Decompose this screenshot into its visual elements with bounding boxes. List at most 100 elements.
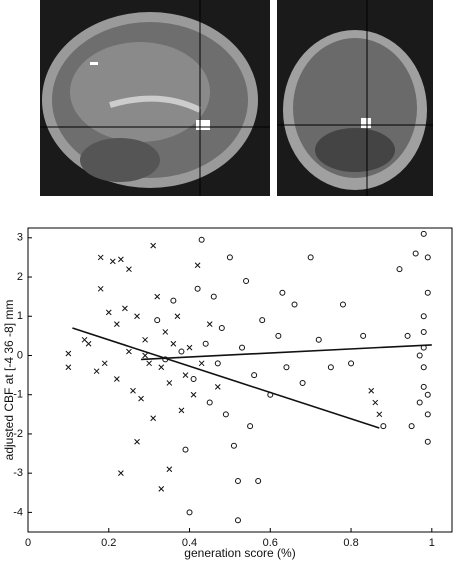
cross-point [190, 391, 197, 398]
circle-point [234, 517, 241, 524]
fit-line [72, 327, 380, 429]
cross-point [105, 309, 112, 316]
cross-point [170, 340, 177, 347]
plot-frame [27, 227, 453, 533]
fit-line [141, 344, 432, 361]
circle-point [182, 446, 189, 453]
cross-point [214, 384, 221, 390]
circle-point [218, 325, 225, 332]
circle-point [259, 317, 266, 324]
circle-point [315, 336, 322, 343]
circle-point [202, 340, 209, 347]
circle-point [214, 360, 221, 367]
cross-point [158, 364, 165, 371]
y-tick-label: -1 [13, 389, 23, 401]
circle-point [299, 379, 306, 386]
cross-point [142, 352, 148, 359]
cross-point [118, 256, 124, 263]
coronal-mri [277, 0, 433, 196]
x-tick-label: 0.6 [263, 537, 278, 549]
cross-point [126, 348, 132, 355]
circle-point [243, 277, 250, 284]
cross-point [65, 350, 72, 357]
circle-point [291, 301, 298, 308]
cross-point [174, 313, 181, 320]
cross-point [162, 329, 169, 335]
cross-point [118, 470, 124, 477]
cross-point [150, 415, 157, 422]
circle-point [239, 344, 246, 351]
circle-point [327, 364, 334, 371]
cross-point [194, 262, 201, 269]
cross-point [372, 399, 379, 406]
cross-point [182, 372, 189, 378]
cross-point [85, 340, 92, 347]
circle-point [226, 254, 233, 261]
circle-point [420, 364, 427, 371]
y-tick-label: 3 [17, 232, 23, 244]
cross-point [126, 266, 132, 273]
circle-point [255, 478, 262, 485]
circle-point [424, 289, 431, 296]
cross-point [166, 380, 173, 386]
cross-point [97, 254, 104, 261]
cross-point [113, 321, 120, 327]
cross-point [186, 344, 193, 351]
circle-point [210, 293, 217, 300]
x-tick-label: 0 [25, 537, 31, 549]
circle-point [198, 236, 205, 243]
circle-point [360, 332, 367, 339]
y-tick-label: 1 [17, 310, 23, 322]
circle-point [170, 297, 177, 304]
cross-point [142, 336, 148, 343]
circle-point [420, 313, 427, 320]
circle-point [424, 411, 431, 418]
cross-point [154, 293, 161, 300]
y-axis-label: adjusted CBF at [-4 36 -8] mm [2, 300, 16, 461]
circle-point [420, 328, 427, 335]
circle-point [307, 254, 314, 261]
circle-point [178, 348, 185, 355]
circle-point [186, 509, 193, 516]
y-tick-label: -2 [13, 428, 23, 440]
y-tick-label: -3 [13, 467, 23, 479]
x-axis-label: generation score (%) [184, 546, 295, 560]
y-tick-label: 2 [17, 271, 23, 283]
sagittal-mri [40, 0, 270, 196]
x-tick-label: 1 [429, 537, 435, 549]
circle-point [424, 391, 431, 398]
cross-point [130, 387, 136, 394]
cross-point [65, 364, 72, 371]
circle-point [424, 254, 431, 261]
circle-point [348, 360, 355, 367]
circle-point [424, 438, 431, 445]
circle-point [234, 478, 241, 485]
circle-point [283, 364, 290, 371]
circle-point [154, 317, 161, 324]
circle-point [222, 411, 229, 418]
y-tick-label: 0 [17, 349, 23, 361]
circle-point [247, 423, 254, 430]
circle-point [251, 372, 258, 379]
x-tick-label: 0.4 [182, 537, 197, 549]
circle-point [230, 442, 237, 449]
circle-point [420, 230, 427, 237]
circle-point [404, 332, 411, 339]
cross-point [166, 466, 173, 473]
circle-point [408, 423, 415, 430]
circle-point [190, 376, 197, 383]
cross-point [150, 242, 157, 249]
circle-point [380, 423, 387, 430]
circle-point [396, 266, 403, 273]
circle-point [279, 289, 286, 296]
circle-point [194, 285, 201, 292]
cross-point [138, 395, 144, 402]
cross-point [113, 376, 120, 382]
cross-point [134, 438, 140, 445]
circle-point [275, 332, 282, 339]
cross-point [198, 360, 205, 367]
cross-point [122, 305, 128, 312]
cross-point [376, 411, 383, 418]
cross-point [93, 368, 100, 375]
